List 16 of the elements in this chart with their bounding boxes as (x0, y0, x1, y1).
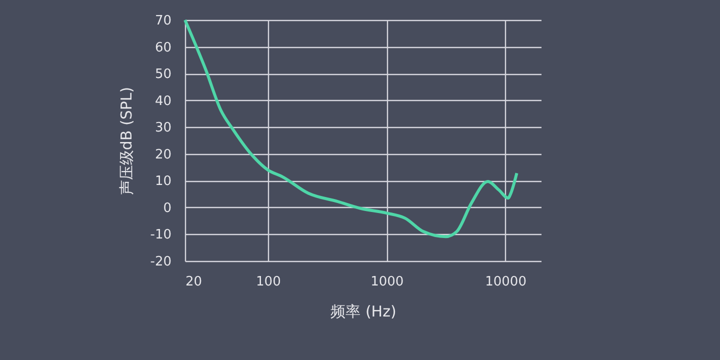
y-tick-label: 0 (163, 200, 172, 216)
y-tick-label: -10 (150, 228, 172, 243)
y-axis-title: 声压级dB (SPL) (117, 86, 136, 196)
y-tick-label: -20 (150, 254, 172, 270)
y-tick-label: 10 (154, 174, 172, 190)
x-tick-label: 20 (186, 274, 202, 290)
x-tick-label: 10000 (485, 274, 526, 290)
y-tick-label: 50 (154, 67, 172, 82)
y-tick-label: 70 (154, 14, 172, 28)
x-tick-label: 1000 (370, 274, 404, 290)
x-tick-label: 100 (256, 274, 281, 290)
y-tick-label: 40 (154, 94, 172, 109)
y-tick-label: 30 (154, 120, 172, 136)
y-tick-label: 20 (154, 147, 172, 162)
y-tick-label: 60 (154, 40, 172, 56)
x-axis-title: 频率 (Hz) (330, 302, 396, 320)
